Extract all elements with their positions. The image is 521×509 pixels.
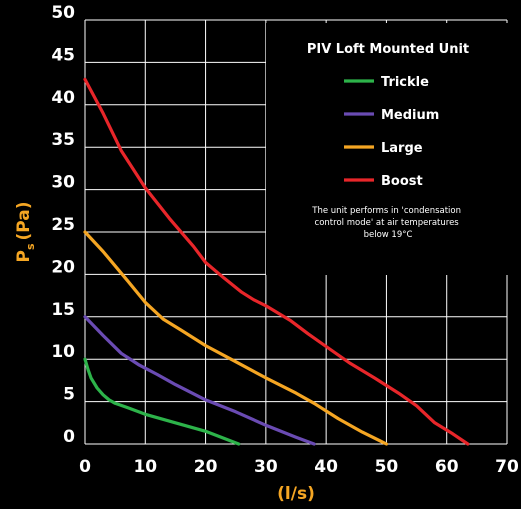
x-tick-label: 70 bbox=[495, 457, 519, 477]
x-tick-label: 0 bbox=[79, 457, 91, 477]
x-axis-label: (l/s) bbox=[277, 484, 315, 504]
series-line-large bbox=[83, 230, 388, 446]
legend-label-large: Large bbox=[381, 141, 423, 156]
series-line-medium bbox=[83, 315, 316, 446]
y-tick-label: 35 bbox=[51, 130, 75, 150]
y-tick-label: 40 bbox=[51, 88, 75, 108]
legend-note: The unit performs in 'condensation contr… bbox=[311, 206, 463, 240]
x-tick-label: 20 bbox=[194, 457, 218, 477]
legend-panel bbox=[266, 23, 510, 275]
x-axis-ticks: 0 10 20 30 40 50 60 70 bbox=[79, 457, 519, 477]
x-tick-label: 10 bbox=[133, 457, 157, 477]
legend-note-line-3: below 19°C bbox=[364, 230, 413, 240]
x-tick-label: 50 bbox=[375, 457, 399, 477]
legend-title: PIV Loft Mounted Unit bbox=[307, 42, 469, 57]
legend-backdrop bbox=[266, 23, 510, 275]
y-tick-label: 5 bbox=[63, 385, 75, 405]
y-axis-label-subscript: s bbox=[24, 243, 37, 250]
y-axis-label-unit: (Pa) bbox=[14, 201, 34, 240]
y-axis-label: Ps (Pa) bbox=[14, 201, 37, 262]
series-line-boost bbox=[83, 77, 470, 446]
legend-note-line-1: The unit performs in 'condensation bbox=[311, 206, 461, 216]
x-tick-label: 30 bbox=[254, 457, 278, 477]
y-tick-label: 20 bbox=[51, 257, 75, 277]
series-line-trickle bbox=[83, 357, 241, 446]
y-tick-label: 45 bbox=[51, 45, 75, 65]
legend-label-boost: Boost bbox=[381, 174, 423, 189]
y-tick-label: 25 bbox=[51, 215, 75, 235]
legend-label-trickle: Trickle bbox=[381, 75, 429, 90]
y-tick-label: 10 bbox=[51, 342, 75, 362]
y-tick-label: 0 bbox=[63, 427, 75, 447]
y-axis-ticks: 0 5 10 15 20 25 30 35 40 45 50 bbox=[51, 3, 75, 447]
y-axis-label-main: P bbox=[14, 250, 34, 262]
x-tick-label: 60 bbox=[435, 457, 459, 477]
legend-label-medium: Medium bbox=[381, 108, 439, 123]
y-tick-label: 15 bbox=[51, 300, 75, 320]
y-tick-label: 30 bbox=[51, 173, 75, 193]
legend: Trickle Medium Large Boost bbox=[344, 75, 439, 189]
legend-note-line-2: control mode' at air temperatures bbox=[315, 218, 460, 228]
y-tick-label: 50 bbox=[51, 3, 75, 23]
x-tick-label: 40 bbox=[314, 457, 338, 477]
series-lines bbox=[83, 77, 470, 446]
